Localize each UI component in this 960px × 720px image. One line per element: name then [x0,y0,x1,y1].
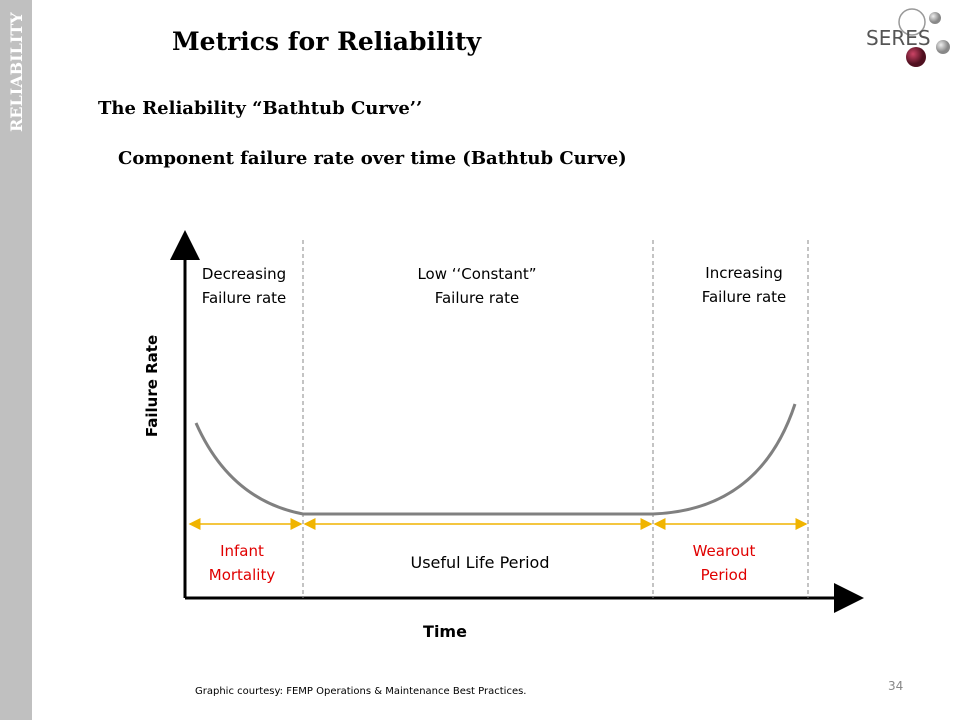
diagram-title: Component failure rate over time (Bathtu… [118,148,627,169]
bathtub-curve [194,403,797,516]
page-number: 34 [888,679,903,693]
y-axis-label: Failure Rate [143,335,161,437]
region-bottom: Mortality [209,566,276,584]
slide-title: Metrics for Reliability [172,27,482,56]
region-top: Failure rate [435,289,520,307]
subtitle: The Reliability “Bathtub Curve’’ [98,98,422,119]
footnote: Graphic courtesy: FEMP Operations & Main… [195,686,526,697]
x-axis-label: Time [423,622,467,641]
logo: SERES [866,8,950,67]
region-top: Decreasing [202,265,286,283]
sidebar [0,0,32,720]
sidebar-label: RELIABILITY [7,12,26,132]
region-top: Failure rate [202,289,287,307]
region-top: Failure rate [702,288,787,306]
region-bottom: Infant [220,542,264,560]
region-labels: Decreasing Failure rate Low ‘‘Constant” … [202,264,787,584]
region-bottom: Useful Life Period [410,553,549,572]
region-bottom: Wearout [693,542,756,560]
region-top: Low ‘‘Constant” [417,265,536,283]
dividers [302,240,809,598]
region-bottom: Period [701,566,748,584]
axes [170,230,864,613]
logo-text: SERES [866,26,931,50]
region-top: Increasing [705,264,782,282]
